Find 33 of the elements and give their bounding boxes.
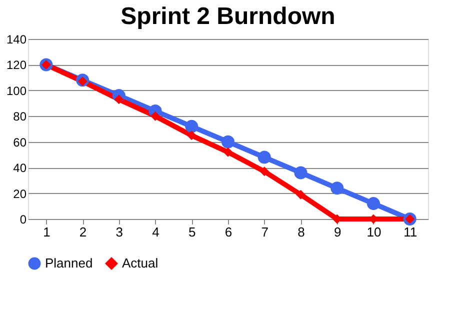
y-tick-label: 20: [13, 186, 27, 201]
y-tick-label: 80: [13, 110, 27, 124]
point: [186, 130, 196, 140]
point: [260, 166, 270, 176]
x-tick-label: 6: [224, 224, 232, 240]
x-tick-label: 5: [188, 224, 196, 240]
chart-title: Sprint 2 Burndown: [120, 3, 336, 30]
x-tick-label: 1: [43, 224, 50, 240]
legend-label: Planned: [45, 256, 93, 271]
y-tick-label: 0: [20, 212, 27, 226]
x-tick-label: 3: [116, 224, 124, 240]
point: [258, 150, 271, 164]
y-tick-label: 40: [13, 161, 27, 176]
point: [296, 190, 306, 200]
x-tick-label: 9: [334, 224, 342, 240]
y-tick-label: 100: [6, 84, 27, 98]
y-tick-label: 120: [6, 58, 27, 72]
point: [223, 147, 233, 157]
y-tick-label: 60: [13, 135, 27, 150]
point: [185, 120, 198, 133]
x-tick-label: 8: [298, 224, 305, 240]
point: [221, 135, 235, 148]
x-tick-label: 2: [79, 224, 87, 240]
point: [366, 197, 380, 210]
y-tick-label: 140: [6, 32, 27, 46]
legend-label: Actual: [122, 256, 158, 271]
point: [150, 111, 160, 121]
x-tick-label: 10: [366, 224, 382, 240]
x-tick-label: 7: [261, 224, 268, 240]
x-tick-label: 11: [404, 224, 418, 240]
point: [330, 182, 344, 195]
x-tick-label: 4: [152, 224, 160, 240]
point: [294, 166, 308, 180]
